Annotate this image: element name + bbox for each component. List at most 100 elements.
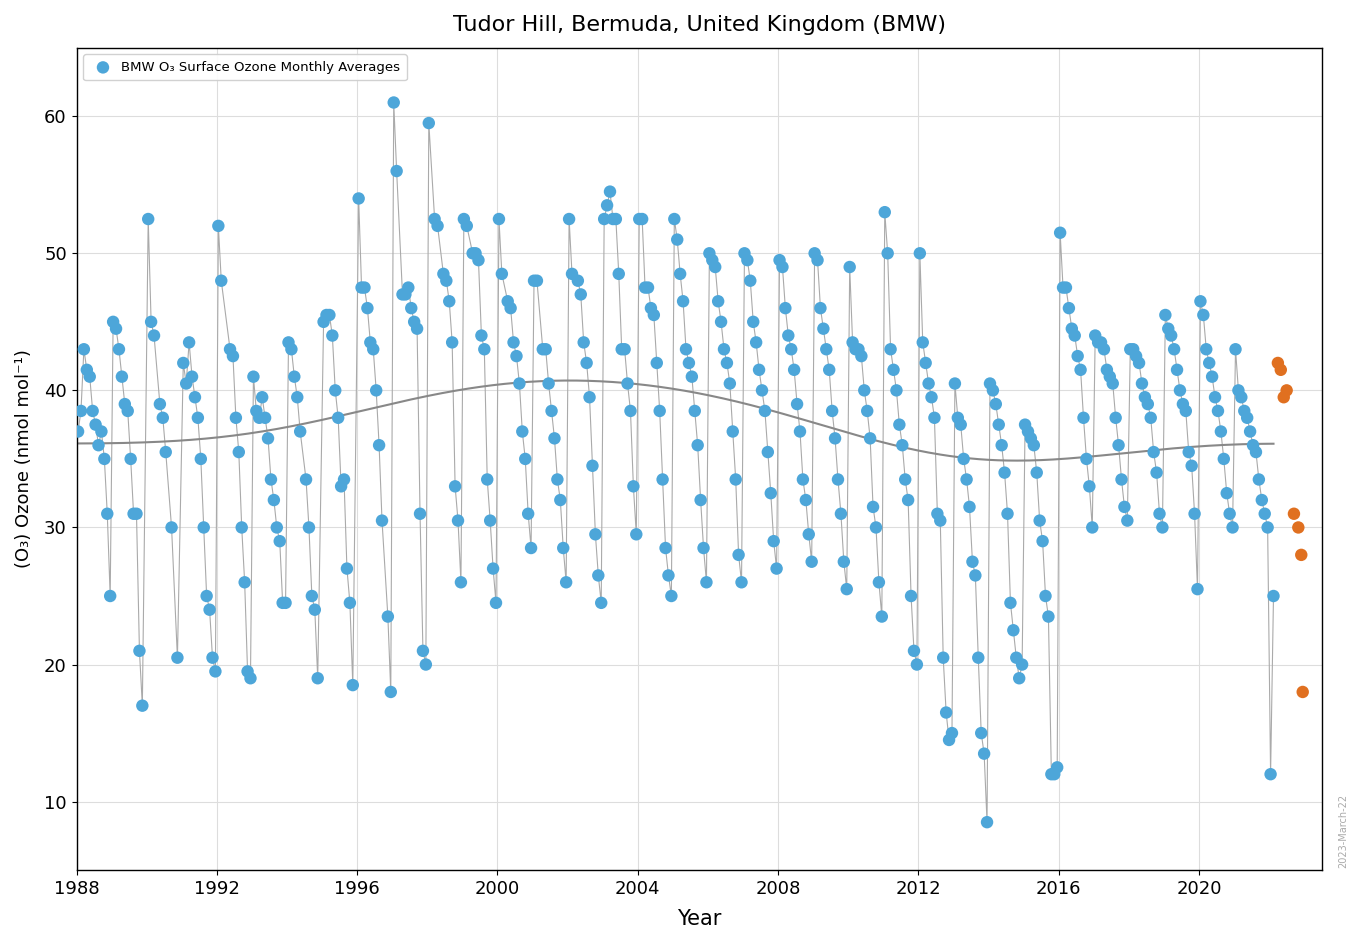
BMW O₃ Surface Ozone Monthly Averages xyxy=(406,321,428,336)
BMW O₃ Surface Ozone Monthly Averages xyxy=(967,650,989,666)
BMW O₃ Surface Ozone Monthly Averages xyxy=(775,300,797,315)
BMW O₃ Surface Ozone Monthly Averages xyxy=(686,438,708,453)
BMW O₃ Surface Ozone Monthly Averages xyxy=(192,520,214,535)
BMW O₃ Surface Ozone Monthly Averages xyxy=(824,430,846,446)
BMW O₃ Surface Ozone Monthly Averages xyxy=(772,260,794,275)
BMW O₃ Surface Ozone Monthly Averages xyxy=(348,191,370,206)
BMW O₃ Surface Ozone Monthly Averages xyxy=(596,197,618,212)
BMW O₃ Surface Ozone Monthly Averages xyxy=(798,527,820,542)
BMW O₃ Surface Ozone Monthly Averages xyxy=(1222,520,1244,535)
BMW O₃ Surface Ozone Monthly Averages xyxy=(1049,226,1071,241)
BMW O₃ Surface Ozone Monthly Averages xyxy=(657,568,679,583)
BMW O₃ Surface Ozone Monthly Averages xyxy=(544,430,566,446)
BMW O₃ Surface Ozone Monthly Averages xyxy=(959,499,981,514)
BMW O₃ Surface Ozone Monthly Averages xyxy=(138,211,160,227)
BMW O₃ Surface Ozone Monthly Averages xyxy=(606,211,627,227)
Point xyxy=(1288,520,1309,535)
BMW O₃ Surface Ozone Monthly Averages xyxy=(131,699,153,714)
BMW O₃ Surface Ozone Monthly Averages xyxy=(1008,670,1030,685)
BMW O₃ Surface Ozone Monthly Averages xyxy=(608,266,630,281)
BMW O₃ Surface Ozone Monthly Averages xyxy=(368,438,390,453)
BMW O₃ Surface Ozone Monthly Averages xyxy=(1204,390,1226,405)
BMW O₃ Surface Ozone Monthly Averages xyxy=(683,403,705,418)
BMW O₃ Surface Ozone Monthly Averages xyxy=(962,554,983,569)
BMW O₃ Surface Ozone Monthly Averages xyxy=(371,513,393,528)
BMW O₃ Surface Ozone Monthly Averages xyxy=(427,218,449,233)
BMW O₃ Surface Ozone Monthly Averages xyxy=(1202,369,1224,384)
BMW O₃ Surface Ozone Monthly Averages xyxy=(985,396,1007,412)
BMW O₃ Surface Ozone Monthly Averages xyxy=(1228,383,1249,398)
BMW O₃ Surface Ozone Monthly Averages xyxy=(90,424,112,439)
BMW O₃ Surface Ozone Monthly Averages xyxy=(801,554,822,569)
BMW O₃ Surface Ozone Monthly Averages xyxy=(1192,308,1214,323)
BMW O₃ Surface Ozone Monthly Averages xyxy=(818,362,840,378)
BMW O₃ Surface Ozone Monthly Averages xyxy=(760,485,782,500)
BMW O₃ Surface Ozone Monthly Averages xyxy=(483,561,505,576)
BMW O₃ Surface Ozone Monthly Averages xyxy=(228,445,250,460)
BMW O₃ Surface Ozone Monthly Averages xyxy=(1069,362,1091,378)
BMW O₃ Surface Ozone Monthly Averages xyxy=(1082,520,1103,535)
BMW O₃ Surface Ozone Monthly Averages xyxy=(1128,355,1150,370)
BMW O₃ Surface Ozone Monthly Averages xyxy=(1038,609,1060,624)
BMW O₃ Surface Ozone Monthly Averages xyxy=(1028,513,1050,528)
BMW O₃ Surface Ozone Monthly Averages xyxy=(982,383,1004,398)
BMW O₃ Surface Ozone Monthly Averages xyxy=(94,451,116,466)
BMW O₃ Surface Ozone Monthly Averages xyxy=(806,253,828,268)
BMW O₃ Surface Ozone Monthly Averages xyxy=(509,376,531,391)
BMW O₃ Surface Ozone Monthly Averages xyxy=(938,733,960,748)
BMW O₃ Surface Ozone Monthly Averages xyxy=(353,280,375,295)
BMW O₃ Surface Ozone Monthly Averages xyxy=(1020,430,1042,446)
BMW O₃ Surface Ozone Monthly Averages xyxy=(151,411,173,426)
BMW O₃ Surface Ozone Monthly Averages xyxy=(670,266,692,281)
BMW O₃ Surface Ozone Monthly Averages xyxy=(479,513,501,528)
BMW O₃ Surface Ozone Monthly Averages xyxy=(465,245,487,261)
BMW O₃ Surface Ozone Monthly Averages xyxy=(1133,390,1155,405)
Point xyxy=(1290,548,1312,563)
BMW O₃ Surface Ozone Monthly Averages xyxy=(195,588,217,603)
BMW O₃ Surface Ozone Monthly Averages xyxy=(906,657,928,672)
BMW O₃ Surface Ozone Monthly Averages xyxy=(383,95,405,110)
BMW O₃ Surface Ozone Monthly Averages xyxy=(1248,472,1270,487)
Point xyxy=(1275,383,1297,398)
BMW O₃ Surface Ozone Monthly Averages xyxy=(1219,506,1241,521)
BMW O₃ Surface Ozone Monthly Averages xyxy=(1195,342,1217,357)
BMW O₃ Surface Ozone Monthly Averages xyxy=(1189,294,1211,309)
BMW O₃ Surface Ozone Monthly Averages xyxy=(1023,438,1045,453)
BMW O₃ Surface Ozone Monthly Averages xyxy=(210,273,232,288)
BMW O₃ Surface Ozone Monthly Averages xyxy=(514,451,536,466)
BMW O₃ Surface Ozone Monthly Averages xyxy=(831,506,852,521)
BMW O₃ Surface Ozone Monthly Averages xyxy=(520,541,542,556)
BMW O₃ Surface Ozone Monthly Averages xyxy=(865,520,887,535)
BMW O₃ Surface Ozone Monthly Averages xyxy=(271,596,293,611)
BMW O₃ Surface Ozone Monthly Averages xyxy=(672,294,694,309)
BMW O₃ Surface Ozone Monthly Averages xyxy=(512,424,533,439)
BMW O₃ Surface Ozone Monthly Averages xyxy=(617,376,638,391)
BMW O₃ Surface Ozone Monthly Averages xyxy=(880,342,902,357)
BMW O₃ Surface Ozone Monthly Averages xyxy=(222,348,244,363)
BMW O₃ Surface Ozone Monthly Averages xyxy=(149,396,170,412)
BMW O₃ Surface Ozone Monthly Averages xyxy=(325,383,346,398)
BMW O₃ Surface Ozone Monthly Averages xyxy=(72,342,94,357)
BMW O₃ Surface Ozone Monthly Averages xyxy=(1090,335,1112,350)
BMW O₃ Surface Ozone Monthly Averages xyxy=(777,328,799,343)
Text: 2023-March-22: 2023-March-22 xyxy=(1338,794,1349,868)
BMW O₃ Surface Ozone Monthly Averages xyxy=(397,280,419,295)
BMW O₃ Surface Ozone Monthly Averages xyxy=(731,575,753,590)
BMW O₃ Surface Ozone Monthly Averages xyxy=(1210,424,1232,439)
BMW O₃ Surface Ozone Monthly Averages xyxy=(1166,362,1188,378)
BMW O₃ Surface Ozone Monthly Averages xyxy=(915,355,937,370)
BMW O₃ Surface Ozone Monthly Averages xyxy=(625,527,647,542)
BMW O₃ Surface Ozone Monthly Averages xyxy=(1093,342,1114,357)
BMW O₃ Surface Ozone Monthly Averages xyxy=(842,335,863,350)
BMW O₃ Surface Ozone Monthly Averages xyxy=(953,451,975,466)
BMW O₃ Surface Ozone Monthly Averages xyxy=(535,342,557,357)
BMW O₃ Surface Ozone Monthly Averages xyxy=(561,266,582,281)
BMW O₃ Surface Ozone Monthly Averages xyxy=(1018,424,1039,439)
BMW O₃ Surface Ozone Monthly Averages xyxy=(391,287,413,302)
BMW O₃ Surface Ozone Monthly Averages xyxy=(401,300,423,315)
BMW O₃ Surface Ozone Monthly Averages xyxy=(997,506,1019,521)
BMW O₃ Surface Ozone Monthly Averages xyxy=(356,300,378,315)
BMW O₃ Surface Ozone Monthly Averages xyxy=(701,253,723,268)
BMW O₃ Surface Ozone Monthly Averages xyxy=(307,670,329,685)
BMW O₃ Surface Ozone Monthly Averages xyxy=(1158,321,1180,336)
